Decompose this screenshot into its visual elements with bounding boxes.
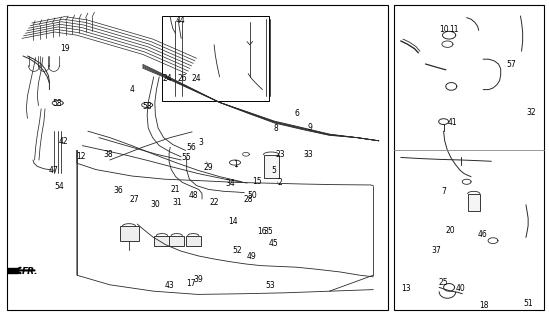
Text: 49: 49 bbox=[247, 252, 256, 261]
Text: 34: 34 bbox=[226, 179, 236, 188]
Text: 44: 44 bbox=[175, 16, 185, 25]
Text: 43: 43 bbox=[164, 281, 174, 290]
Text: 3: 3 bbox=[198, 138, 203, 147]
Text: 23: 23 bbox=[275, 150, 285, 159]
Text: 21: 21 bbox=[171, 185, 181, 194]
Text: 1: 1 bbox=[234, 160, 238, 169]
Text: 38: 38 bbox=[104, 150, 114, 159]
Text: 30: 30 bbox=[150, 200, 160, 209]
Bar bbox=[468, 194, 480, 211]
Text: 32: 32 bbox=[526, 108, 536, 117]
Text: 36: 36 bbox=[113, 186, 123, 195]
Text: 2: 2 bbox=[278, 178, 282, 187]
Bar bbox=[7, 5, 388, 310]
Text: 31: 31 bbox=[172, 198, 182, 207]
Text: 40: 40 bbox=[455, 284, 465, 293]
Text: 13: 13 bbox=[401, 284, 411, 293]
Bar bbox=[169, 236, 184, 246]
Bar bbox=[264, 155, 279, 178]
Text: 20: 20 bbox=[445, 226, 455, 235]
Text: 39: 39 bbox=[194, 275, 204, 284]
Text: 35: 35 bbox=[263, 227, 273, 236]
Text: 15: 15 bbox=[252, 177, 262, 186]
Text: 12: 12 bbox=[76, 152, 86, 161]
Text: 5: 5 bbox=[271, 166, 276, 175]
Text: 37: 37 bbox=[432, 246, 441, 255]
Text: 48: 48 bbox=[188, 191, 198, 200]
Text: 4: 4 bbox=[130, 85, 134, 94]
Text: 14: 14 bbox=[228, 217, 238, 226]
Text: 18: 18 bbox=[479, 301, 489, 310]
Bar bbox=[162, 16, 269, 101]
Text: 54: 54 bbox=[54, 182, 64, 191]
Text: 50: 50 bbox=[248, 191, 257, 200]
Text: 28: 28 bbox=[243, 195, 253, 204]
Text: 27: 27 bbox=[130, 195, 139, 204]
Text: 19: 19 bbox=[60, 44, 70, 53]
Text: 55: 55 bbox=[182, 153, 192, 162]
Text: 7: 7 bbox=[441, 188, 446, 196]
Text: 16: 16 bbox=[257, 227, 267, 236]
Text: 24: 24 bbox=[192, 74, 201, 83]
Text: 33: 33 bbox=[304, 150, 313, 159]
Text: 29: 29 bbox=[204, 163, 214, 172]
Text: 26: 26 bbox=[177, 74, 187, 83]
Text: FR.: FR. bbox=[22, 268, 38, 276]
Text: 11: 11 bbox=[449, 25, 458, 34]
Text: 41: 41 bbox=[448, 118, 458, 127]
Text: 9: 9 bbox=[307, 123, 312, 132]
Text: 51: 51 bbox=[523, 299, 533, 308]
Text: 58: 58 bbox=[142, 102, 152, 111]
Text: 10: 10 bbox=[439, 25, 449, 34]
Text: 58: 58 bbox=[53, 99, 63, 108]
Text: 56: 56 bbox=[186, 143, 196, 152]
Text: 53: 53 bbox=[265, 281, 275, 290]
Text: 57: 57 bbox=[507, 60, 517, 69]
Text: 46: 46 bbox=[477, 230, 487, 239]
Text: 42: 42 bbox=[58, 137, 68, 146]
Text: 8: 8 bbox=[273, 124, 278, 133]
Text: 52: 52 bbox=[232, 246, 242, 255]
Bar bbox=[186, 236, 201, 246]
Text: 17: 17 bbox=[186, 279, 196, 288]
Text: 45: 45 bbox=[268, 239, 278, 248]
Bar bbox=[154, 236, 170, 246]
Text: 24: 24 bbox=[163, 74, 172, 83]
Text: 6: 6 bbox=[294, 109, 299, 118]
Text: 25: 25 bbox=[439, 278, 449, 287]
Text: 47: 47 bbox=[49, 166, 59, 175]
Text: 22: 22 bbox=[209, 198, 219, 207]
Bar bbox=[120, 226, 139, 241]
Bar bbox=[394, 5, 544, 310]
